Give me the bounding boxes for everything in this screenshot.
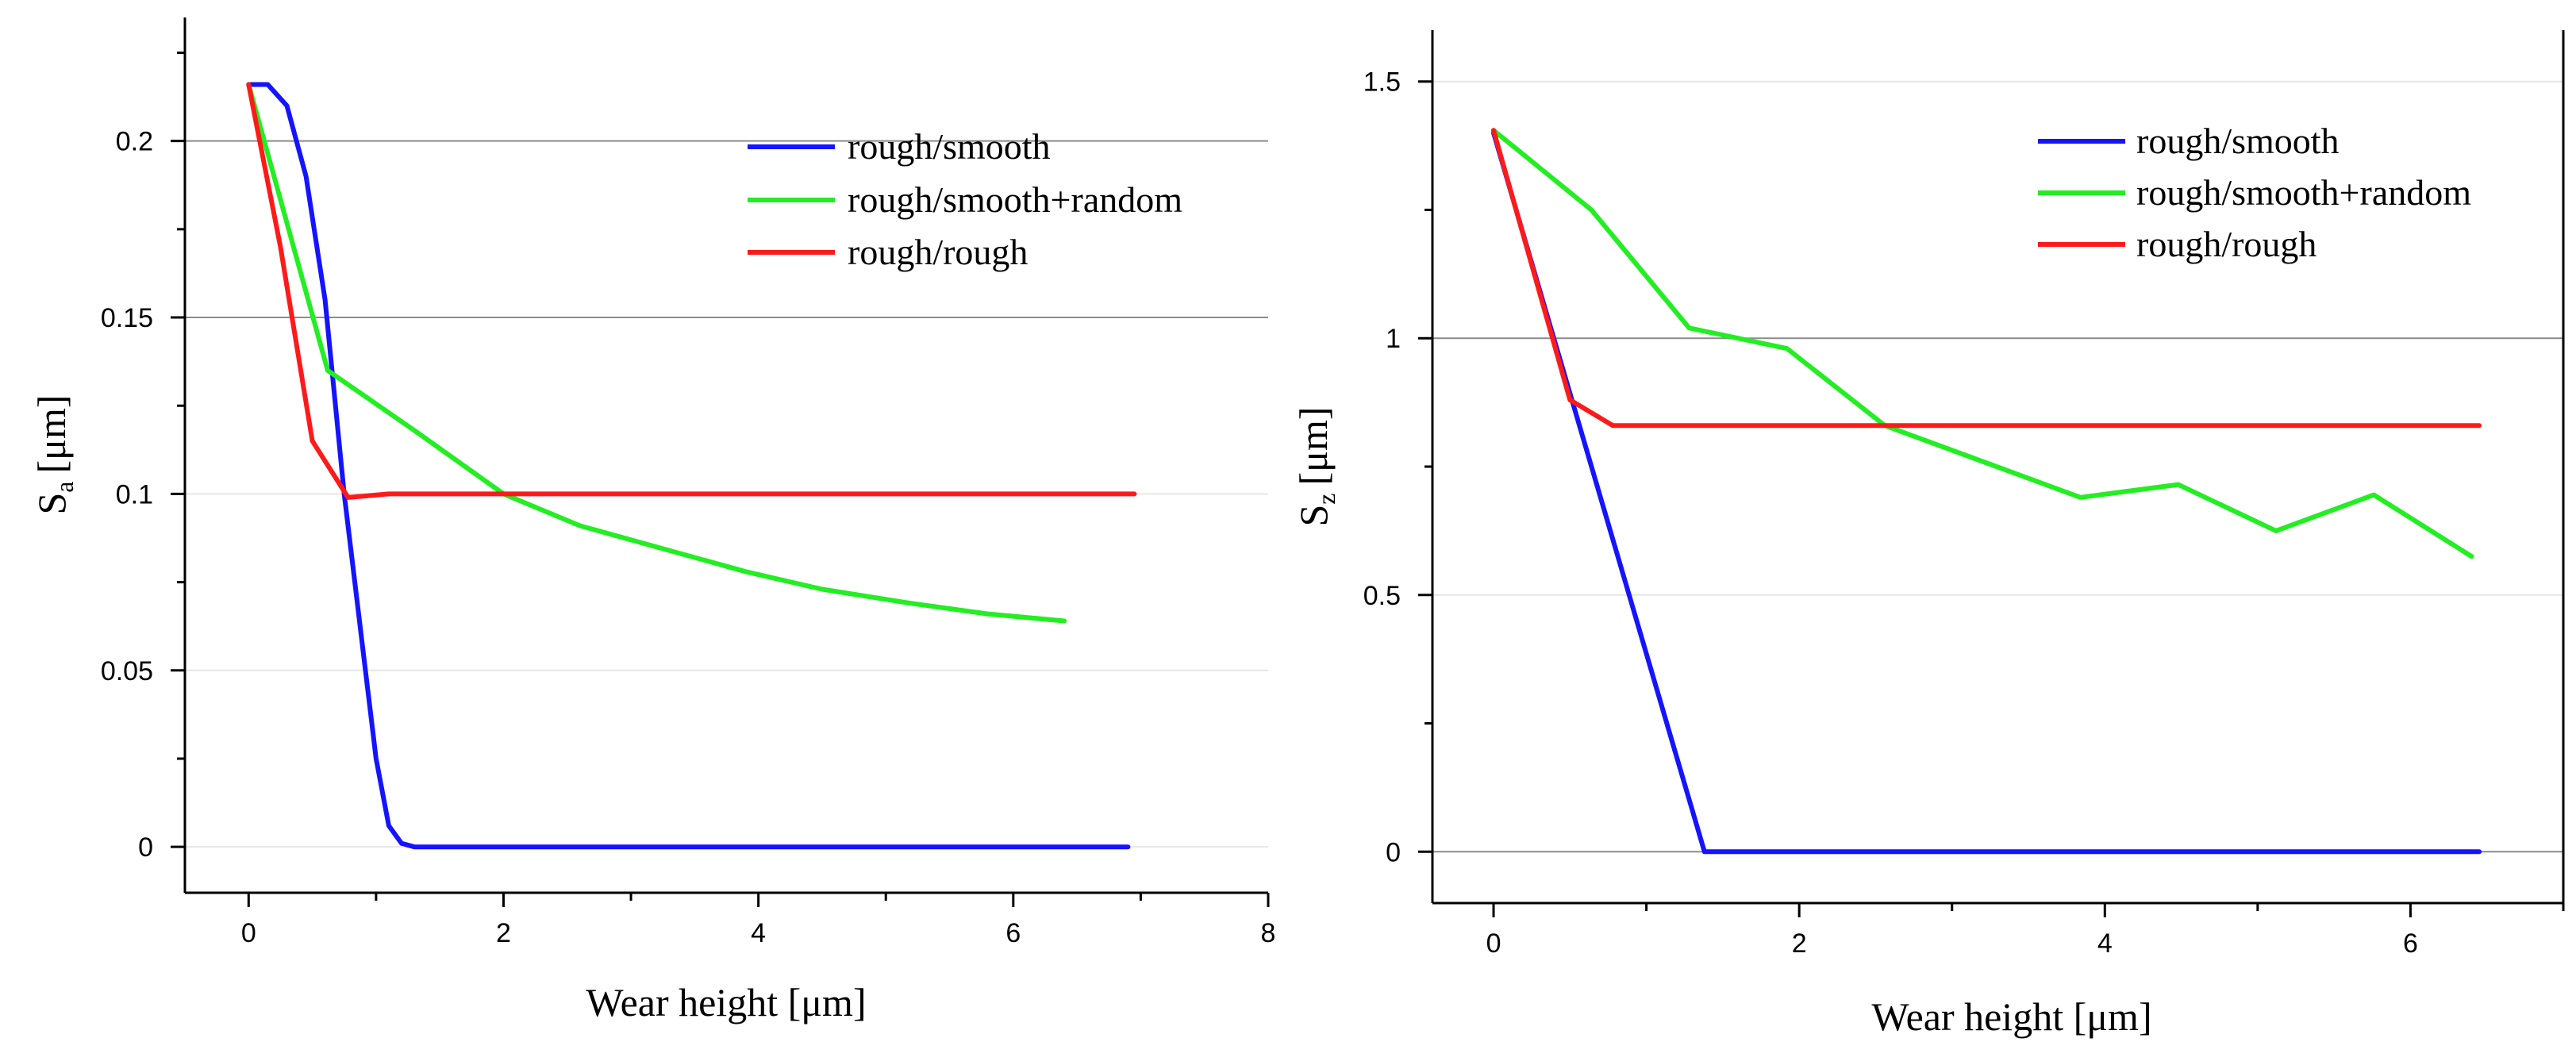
series-line-rough-rough [1491, 128, 2482, 429]
y-axis-title-subscript: a [50, 481, 79, 492]
legend-label-rough-smooth-random: rough/smooth+random [848, 179, 1182, 220]
series-line-rough-smooth-random [1491, 128, 2474, 559]
major-gridlines [185, 140, 1268, 319]
legend-label-rough-smooth: rough/smooth [2136, 121, 2340, 161]
series-layer [246, 82, 1137, 850]
y-tick-label: 0.5 [1363, 581, 1401, 611]
y-axis-title: Sz [μm] [1291, 406, 1340, 526]
series-line-rough-rough [246, 82, 1137, 500]
x-tick-label: 2 [1792, 928, 1807, 959]
x-tick-label: 2 [496, 918, 511, 948]
series-line-rough-smooth [1491, 130, 2482, 855]
minor-gridlines [1432, 80, 2563, 596]
tick-marks [1418, 80, 2565, 917]
y-axis-title-unit: [μm] [29, 394, 74, 473]
legend-label-rough-rough: rough/rough [2136, 224, 2316, 264]
x-tick-label: 8 [1261, 918, 1276, 948]
legend-label-rough-smooth-random: rough/smooth+random [2136, 172, 2471, 213]
y-axis-title-subscript: z [1312, 493, 1340, 504]
y-tick-label: 0.1 [116, 479, 153, 509]
y-tick-label: 1.5 [1363, 67, 1401, 98]
y-axis-title: Sa [μm] [29, 394, 79, 514]
legend-label-rough-rough: rough/rough [848, 232, 1028, 272]
series-line-rough-smooth-random [246, 82, 1067, 624]
x-tick-label: 6 [2403, 928, 2418, 959]
legend: rough/smooth rough/smooth+random rough/r… [2038, 121, 2471, 264]
x-tick-labels: 0 2 4 6 8 [241, 918, 1276, 948]
minor-gridlines [185, 493, 1268, 848]
y-tick-label: 0 [138, 832, 153, 863]
y-axis-title-main: S [1291, 505, 1336, 527]
tick-marks [171, 51, 1270, 907]
x-tick-label: 6 [1005, 918, 1021, 948]
chart-sa: 0 2 4 6 8 0 0.05 0.1 0.15 0.2 Wear height [μm] S… [29, 17, 1275, 1024]
y-axis-title-main: S [29, 493, 74, 515]
y-tick-label: 0.15 [101, 303, 153, 333]
x-axis-title: Wear height [μm] [586, 980, 866, 1024]
x-tick-label: 0 [241, 918, 256, 948]
y-tick-label: 0.2 [116, 127, 153, 157]
series-layer [1491, 128, 2482, 855]
legend-label-rough-smooth: rough/smooth [848, 126, 1051, 167]
y-tick-labels: 0 0.05 0.1 0.15 0.2 [101, 127, 153, 863]
y-tick-label: 0.05 [101, 656, 153, 686]
y-axis-title-unit: [μm] [1291, 406, 1336, 485]
legend: rough/smooth rough/smooth+random rough/r… [748, 126, 1182, 272]
x-tick-label: 0 [1486, 928, 1501, 959]
y-tick-label: 1 [1386, 324, 1401, 354]
y-tick-label: 0 [1386, 837, 1401, 867]
x-axis-title: Wear height [μm] [1871, 994, 2151, 1039]
x-tick-label: 4 [751, 918, 766, 948]
x-tick-labels: 0 2 4 6 [1486, 928, 2418, 959]
chart-sz: 0 2 4 6 0 0.5 1 1.5 Wear height [μm] Sz [μm] ro… [1291, 30, 2565, 1039]
y-tick-labels: 0 0.5 1 1.5 [1363, 67, 1401, 868]
x-tick-label: 4 [2097, 928, 2113, 959]
series-line-rough-smooth [246, 82, 1131, 850]
